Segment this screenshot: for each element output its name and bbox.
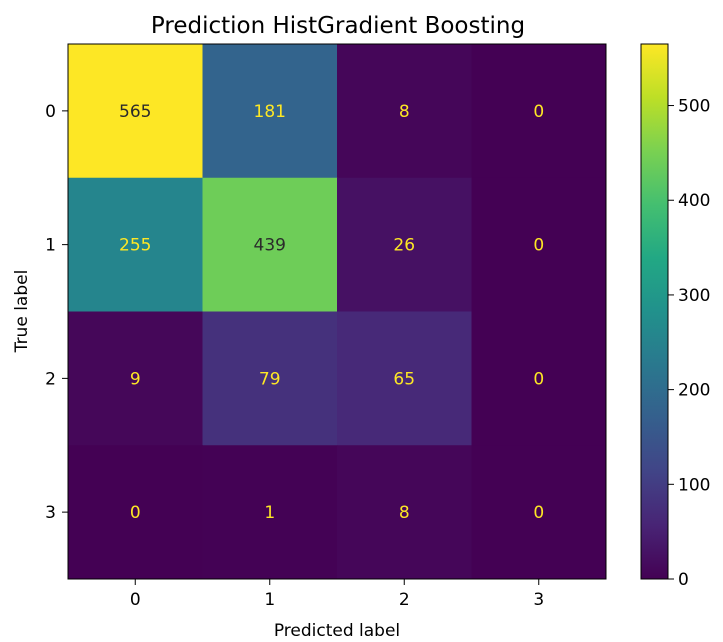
cell-value-label: 0 bbox=[533, 503, 544, 523]
cell-value-label: 79 bbox=[259, 369, 281, 389]
heatmap-cell bbox=[337, 44, 472, 179]
cell-value-label: 8 bbox=[399, 102, 410, 122]
heatmap-cell bbox=[337, 445, 472, 580]
heatmap-cell bbox=[202, 311, 338, 446]
heatmap-cell bbox=[337, 311, 472, 446]
chart-title: Prediction HistGradient Boosting bbox=[151, 13, 525, 39]
cell-value-label: 255 bbox=[119, 236, 151, 256]
heatmap-cell bbox=[202, 177, 338, 312]
heatmap-cell bbox=[337, 177, 472, 312]
colorbar-tick-label: 100 bbox=[678, 475, 710, 495]
colorbar-tick-label: 0 bbox=[678, 570, 689, 590]
heatmap-cell bbox=[68, 311, 203, 446]
colorbar-frame bbox=[640, 43, 669, 580]
colorbar-tick-label: 500 bbox=[678, 97, 710, 117]
heatmap-cell-labels: 565 181 8 0 255 439 26 0 9 79 65 0 0 1 8 0 bbox=[119, 102, 544, 523]
heatmap-cell bbox=[68, 44, 203, 179]
x-tick-label: 2 bbox=[399, 590, 410, 610]
heatmap-cell bbox=[471, 445, 607, 580]
cell-value-label: 0 bbox=[130, 503, 141, 523]
cell-value-label: 439 bbox=[254, 236, 286, 256]
x-axis-title: Predicted label bbox=[274, 621, 400, 641]
heatmap-cell bbox=[68, 177, 203, 312]
heatmap-cell bbox=[471, 44, 607, 179]
cell-value-label: 565 bbox=[119, 102, 151, 122]
cell-value-label: 0 bbox=[533, 369, 544, 389]
cell-value-label: 9 bbox=[130, 369, 141, 389]
colorbar bbox=[641, 44, 668, 579]
cell-value-label: 0 bbox=[533, 236, 544, 256]
cell-value-label: 26 bbox=[393, 236, 415, 256]
heatmap-cell bbox=[68, 445, 203, 580]
colorbar-tick-label: 200 bbox=[678, 381, 710, 401]
plot-frame bbox=[67, 43, 607, 580]
y-tick-label: 2 bbox=[45, 369, 56, 389]
colorbar-ticks: 0 100 200 300 400 500 bbox=[668, 97, 710, 590]
heatmap-cells bbox=[68, 44, 607, 580]
y-tick-label: 3 bbox=[45, 503, 56, 523]
x-axis-ticks: 0 1 2 3 bbox=[130, 579, 544, 610]
y-tick-label: 0 bbox=[45, 102, 56, 122]
y-axis-title: True label bbox=[12, 270, 32, 354]
heatmap-cell bbox=[202, 44, 338, 179]
cell-value-label: 1 bbox=[264, 503, 275, 523]
heatmap-cell bbox=[471, 311, 607, 446]
colorbar-tick-label: 400 bbox=[678, 191, 710, 211]
x-tick-label: 0 bbox=[130, 590, 141, 610]
y-axis-ticks: 0 1 2 3 bbox=[45, 102, 68, 523]
colorbar-tick-label: 300 bbox=[678, 286, 710, 306]
cell-value-label: 181 bbox=[254, 102, 286, 122]
cell-value-label: 0 bbox=[533, 102, 544, 122]
x-tick-label: 1 bbox=[264, 590, 275, 610]
y-tick-label: 1 bbox=[45, 236, 56, 256]
x-tick-label: 3 bbox=[533, 590, 544, 610]
heatmap-cell bbox=[202, 445, 338, 580]
cell-value-label: 8 bbox=[399, 503, 410, 523]
cell-value-label: 65 bbox=[393, 369, 415, 389]
heatmap-cell bbox=[471, 177, 607, 312]
